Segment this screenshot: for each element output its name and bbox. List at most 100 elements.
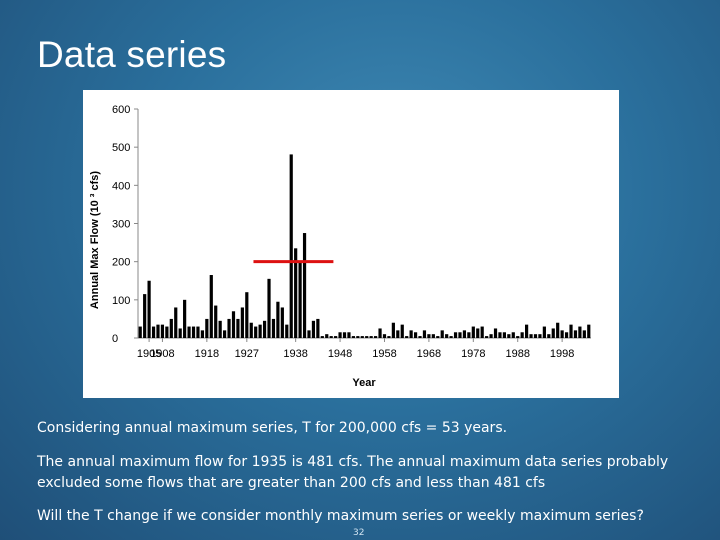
x-tick-label: 1978 bbox=[461, 348, 485, 360]
bar-2004 bbox=[587, 324, 591, 338]
x-tick-label: 1998 bbox=[550, 348, 574, 360]
bar-1913 bbox=[183, 299, 187, 338]
bar-1978 bbox=[471, 326, 475, 338]
bar-1996 bbox=[551, 328, 555, 338]
bar-1965 bbox=[413, 332, 418, 338]
bar-1946 bbox=[329, 336, 333, 338]
x-tick-label: 1908 bbox=[150, 348, 174, 360]
bar-1974 bbox=[453, 332, 458, 338]
x-tick-label: 1988 bbox=[505, 348, 529, 360]
bar-1968 bbox=[427, 334, 431, 338]
x-tick-label: 1958 bbox=[372, 348, 396, 360]
bar-1922 bbox=[223, 330, 227, 338]
bar-1990 bbox=[525, 324, 529, 338]
bar-1987 bbox=[511, 332, 515, 338]
bar-1932 bbox=[267, 278, 271, 338]
bar-1905 bbox=[147, 280, 151, 338]
bar-1928 bbox=[249, 322, 253, 338]
bar-1962 bbox=[400, 324, 404, 338]
bar-1969 bbox=[431, 334, 435, 338]
bar-1924 bbox=[231, 311, 236, 338]
bar-1998 bbox=[560, 330, 564, 338]
bar-1950 bbox=[347, 332, 351, 338]
body-paragraph-2: The annual maximum flow for 1935 is 481 … bbox=[37, 454, 669, 491]
bar-1980 bbox=[480, 326, 484, 338]
bar-1921 bbox=[218, 320, 222, 338]
bar-1914 bbox=[187, 326, 191, 338]
bar-1934 bbox=[276, 301, 280, 338]
bar-1903 bbox=[138, 326, 142, 338]
bar-1929 bbox=[254, 326, 258, 338]
bar-1955 bbox=[369, 336, 373, 338]
page-number: 32 bbox=[353, 528, 365, 538]
chart-panel: 0 100 200 300 400 500 600 1905 1908 1918 1927 1938… bbox=[83, 90, 619, 398]
bar-2003 bbox=[582, 330, 586, 338]
bar-1904 bbox=[143, 294, 147, 338]
bar-1976 bbox=[462, 330, 467, 338]
y-tick-label: 300 bbox=[112, 219, 130, 231]
bar-2001 bbox=[573, 330, 578, 338]
bar-1971 bbox=[440, 330, 444, 338]
bar-1953 bbox=[360, 336, 364, 338]
bar-1944 bbox=[320, 336, 324, 338]
x-tick-label: 1927 bbox=[235, 348, 259, 360]
bar-1981 bbox=[485, 336, 489, 338]
body-paragraph-1: Considering annual maximum series, T for… bbox=[37, 420, 508, 436]
bar-1906 bbox=[151, 326, 156, 338]
bar-1907 bbox=[156, 324, 160, 338]
bar-1935 bbox=[280, 307, 284, 338]
bar-1961 bbox=[396, 330, 400, 338]
slide-title: Data series bbox=[37, 34, 227, 75]
y-tick-label: 200 bbox=[112, 257, 130, 269]
bar-1930 bbox=[258, 324, 262, 338]
bar-1960 bbox=[391, 322, 395, 338]
bar-1964 bbox=[409, 330, 413, 338]
bar-1992 bbox=[533, 334, 538, 338]
bar-1931 bbox=[262, 320, 267, 338]
y-tick-label: 100 bbox=[112, 295, 130, 307]
bar-1916 bbox=[196, 326, 200, 338]
bar-1957 bbox=[378, 328, 382, 338]
bar-1986 bbox=[507, 334, 511, 338]
bar-1933 bbox=[271, 318, 276, 338]
bar-1947 bbox=[334, 336, 338, 338]
bar-1909 bbox=[165, 326, 169, 338]
bar-1941 bbox=[307, 330, 311, 338]
bar-1918 bbox=[205, 318, 209, 338]
y-tick-label: 500 bbox=[112, 142, 130, 154]
bar-1917 bbox=[200, 330, 204, 338]
bar-1979 bbox=[476, 328, 480, 338]
bar-1999 bbox=[564, 332, 569, 338]
bar-2000 bbox=[569, 324, 573, 338]
bar-1945 bbox=[325, 334, 329, 338]
bar-1959 bbox=[387, 336, 391, 338]
x-tick-label: 1968 bbox=[417, 348, 441, 360]
bar-1995 bbox=[547, 334, 551, 338]
bar-1940 bbox=[302, 233, 307, 338]
x-tick-label: 1905 bbox=[137, 348, 161, 360]
bar-1977 bbox=[467, 332, 471, 338]
bar-1991 bbox=[529, 334, 533, 338]
bar-1911 bbox=[174, 307, 178, 338]
bar-1982 bbox=[489, 334, 493, 338]
bar-1958 bbox=[382, 334, 387, 338]
y-tick-label: 0 bbox=[112, 333, 118, 345]
bar-1925 bbox=[236, 318, 240, 338]
bar-1975 bbox=[458, 332, 462, 338]
bar-1983 bbox=[493, 328, 498, 338]
bar-2002 bbox=[578, 326, 582, 338]
x-tick-label: 1948 bbox=[328, 348, 352, 360]
bar-1989 bbox=[520, 332, 524, 338]
bar-1915 bbox=[191, 326, 196, 338]
bar-1973 bbox=[449, 336, 453, 338]
bar-1988 bbox=[516, 336, 520, 338]
bar-1927 bbox=[245, 292, 249, 338]
bar-1954 bbox=[365, 336, 369, 338]
bar-1963 bbox=[405, 336, 409, 338]
bar-1994 bbox=[542, 326, 546, 338]
bar-1920 bbox=[214, 305, 218, 338]
y-tick-label: 600 bbox=[112, 104, 130, 116]
bar-1993 bbox=[538, 334, 542, 338]
bar-1912 bbox=[178, 328, 182, 338]
